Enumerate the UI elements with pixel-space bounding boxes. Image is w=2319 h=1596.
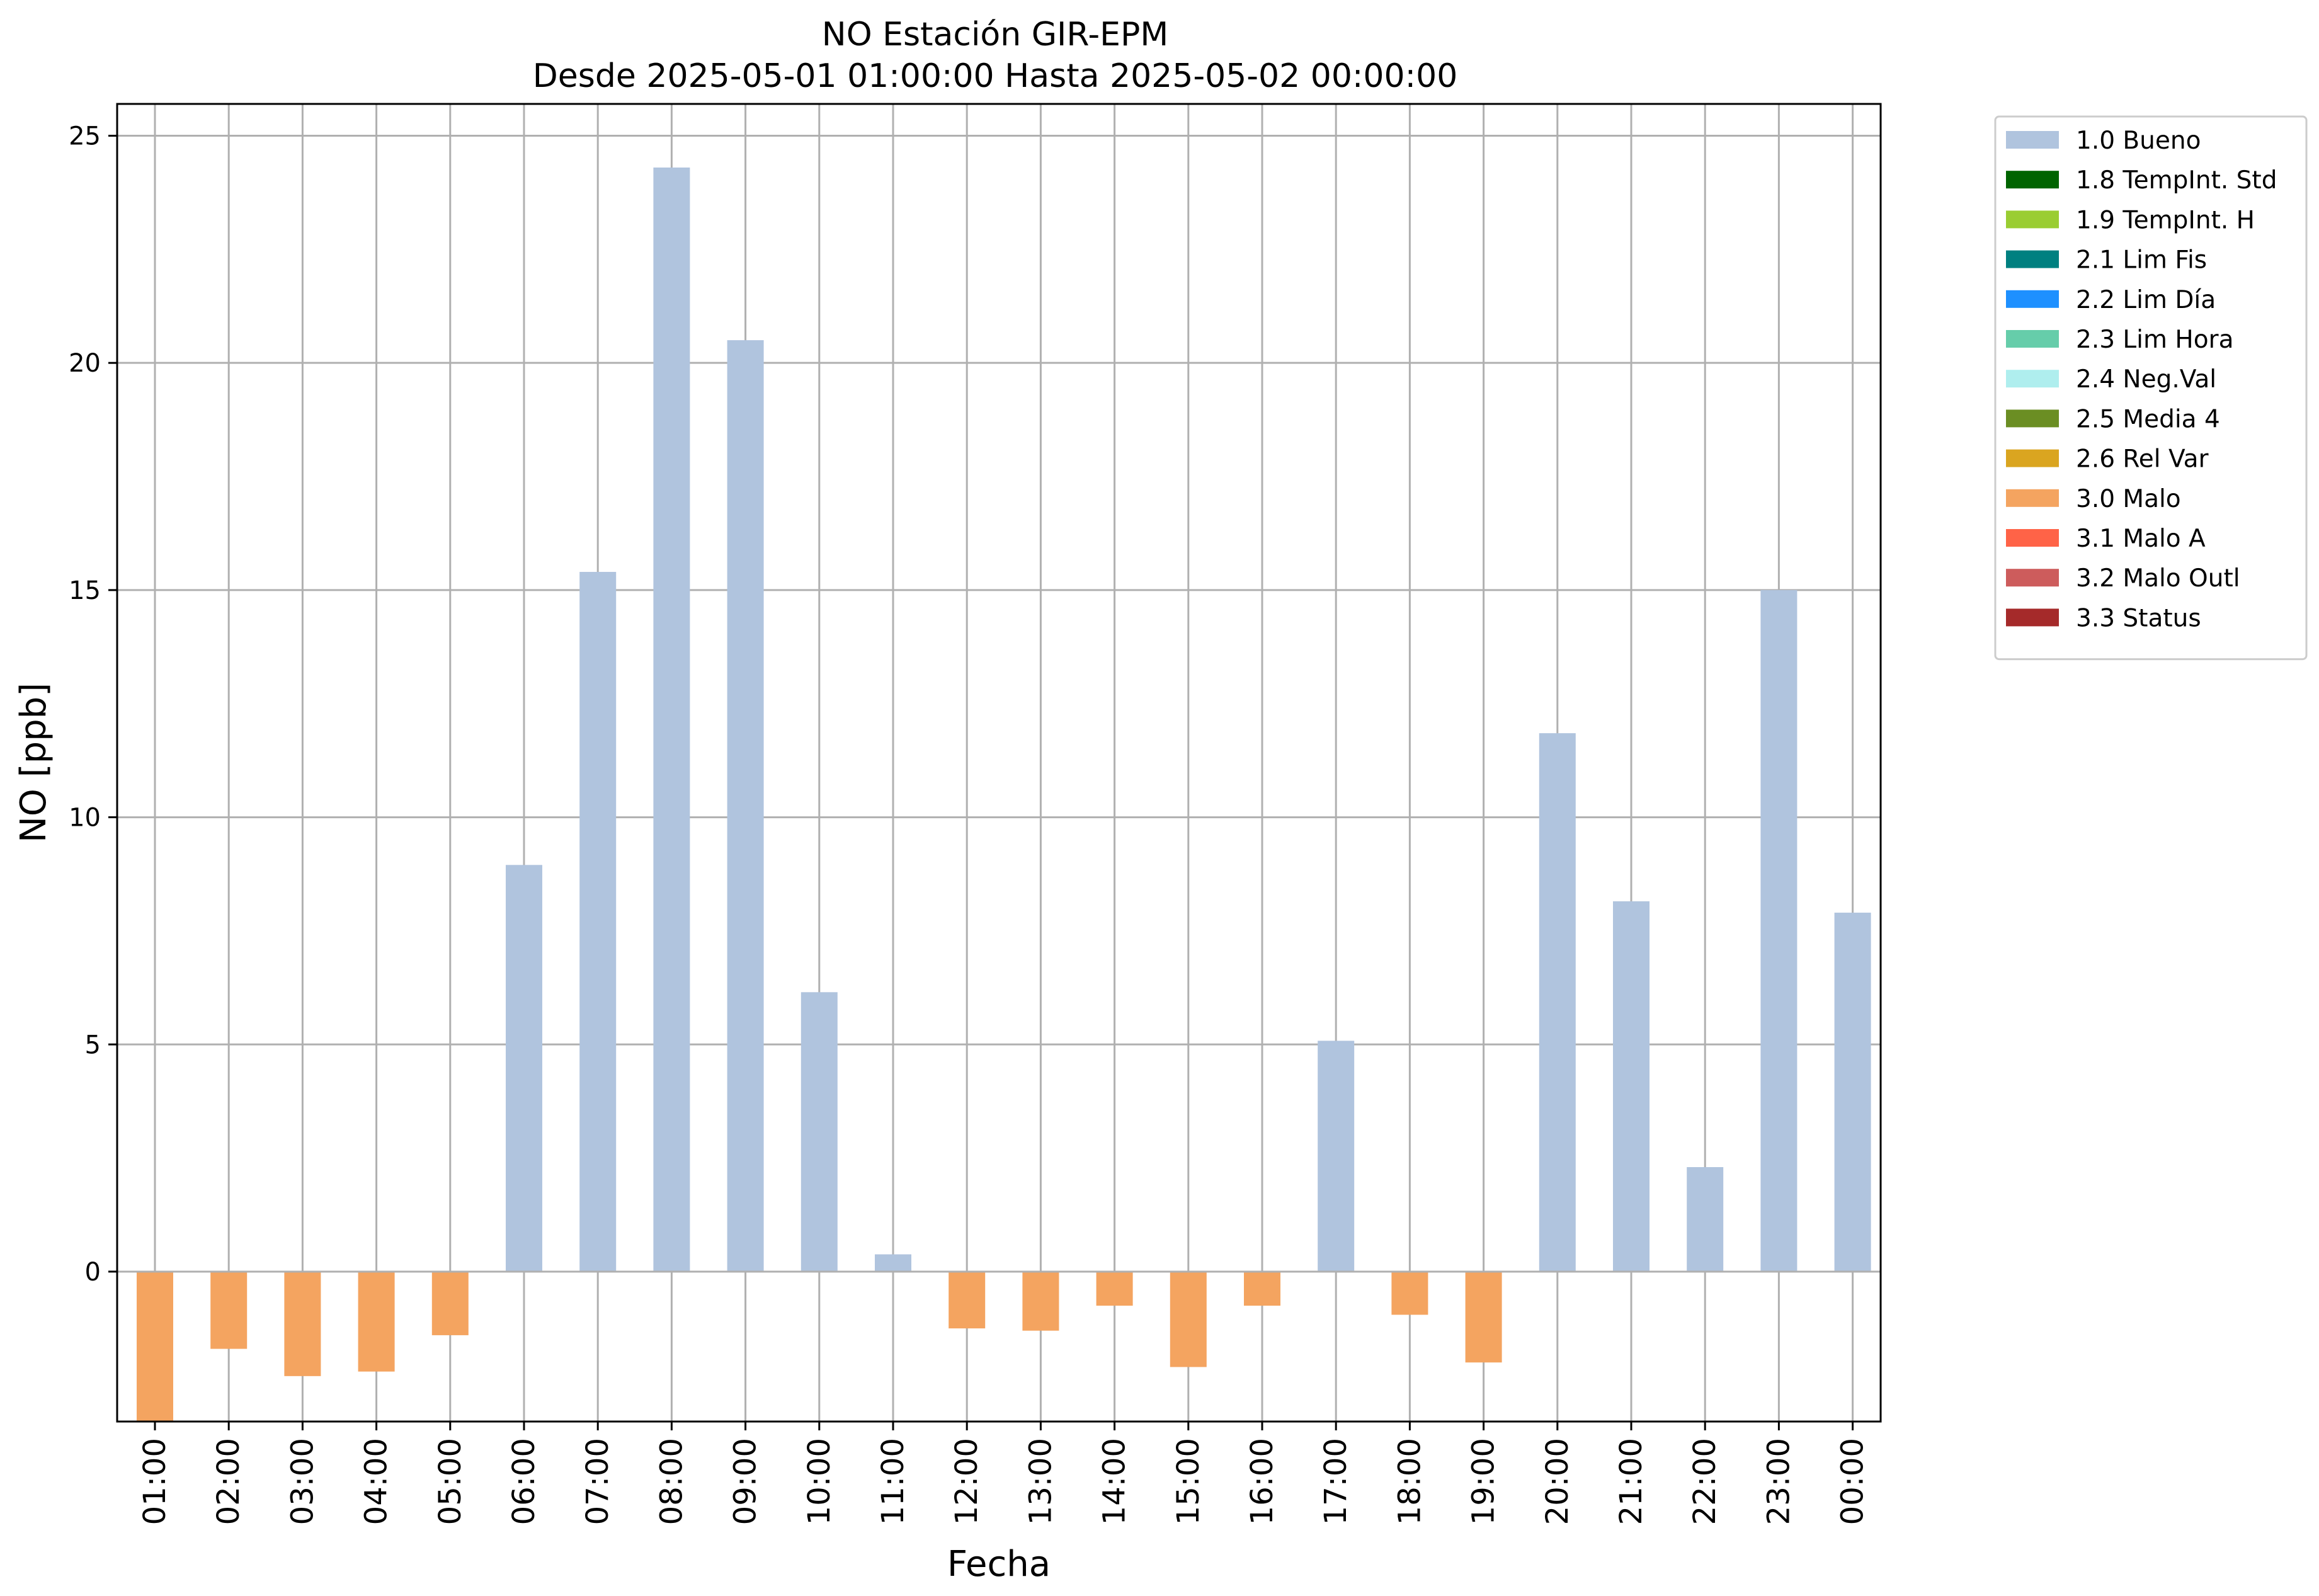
legend-swatch	[2006, 529, 2059, 547]
x-tick-label: 13:00	[1023, 1438, 1058, 1525]
bar-0800	[653, 167, 690, 1272]
chart-title: NO Estación GIR-EPM	[822, 16, 1168, 54]
bar-1200	[949, 1271, 986, 1329]
y-tick-label: 10	[69, 804, 101, 833]
x-tick-label: 12:00	[949, 1438, 984, 1525]
x-tick-label: 14:00	[1097, 1438, 1132, 1525]
legend-label: 3.3 Status	[2076, 604, 2201, 632]
bar-1100	[875, 1254, 911, 1272]
x-tick-label: 20:00	[1540, 1438, 1575, 1525]
legend-label: 2.3 Lim Hora	[2076, 326, 2234, 354]
x-tick-label: 08:00	[654, 1438, 689, 1525]
legend-swatch	[2006, 409, 2059, 428]
bar-1300	[1022, 1271, 1059, 1331]
x-tick-label: 21:00	[1614, 1438, 1649, 1525]
bar-1600	[1244, 1271, 1280, 1306]
legend-label: 1.0 Bueno	[2076, 127, 2201, 155]
bar-0200	[210, 1271, 248, 1349]
legend-label: 2.1 Lim Fis	[2076, 246, 2207, 275]
legend-swatch	[2006, 210, 2059, 229]
legend-box	[1994, 115, 2308, 661]
bar-1900	[1465, 1271, 1502, 1363]
bar-0500	[431, 1271, 469, 1335]
legend-swatch	[2006, 608, 2059, 627]
plot-frame	[116, 103, 1882, 1423]
legend-label: 2.2 Lim Día	[2076, 286, 2216, 314]
y-tick-label: 0	[85, 1258, 101, 1287]
y-axis-ticks: 0 5 10 15 20 25	[69, 122, 117, 1287]
x-tick-label: 00:00	[1835, 1438, 1871, 1525]
legend-label: 2.5 Media 4	[2076, 405, 2220, 433]
legend-label: 2.6 Rel Var	[2076, 445, 2209, 474]
bar-0900	[727, 340, 764, 1272]
legend-label: 3.2 Malo Outl	[2076, 564, 2240, 593]
bar-0400	[358, 1271, 395, 1372]
bar-0700	[579, 572, 617, 1272]
x-tick-label: 17:00	[1318, 1438, 1353, 1525]
legend-swatch	[2006, 131, 2059, 149]
bar-1800	[1391, 1271, 1428, 1315]
x-tick-label: 06:00	[506, 1438, 542, 1525]
bar-2300	[1760, 590, 1798, 1272]
bar-0600	[506, 865, 542, 1272]
y-tick-label: 15	[69, 576, 101, 605]
y-tick-label: 20	[69, 349, 101, 378]
legend-swatch	[2006, 330, 2059, 348]
chart-subtitle: Desde 2025-05-01 01:00:00 Hasta 2025-05-…	[533, 57, 1458, 95]
x-axis-ticks: 01:00 02:00 03:00 04:00 05:00 06:00 07:00 08:00…	[137, 1422, 1871, 1525]
bar-2200	[1687, 1167, 1724, 1272]
legend-label: 1.9 TempInt. H	[2076, 206, 2255, 234]
x-tick-label: 19:00	[1466, 1438, 1501, 1525]
bar-0300	[284, 1271, 321, 1376]
legend-swatch	[2006, 370, 2059, 388]
y-tick-label: 25	[69, 122, 101, 151]
bar-0100	[137, 1271, 173, 1422]
x-tick-label: 10:00	[802, 1438, 837, 1525]
legend: 1.0 Bueno 1.8 TempInt. Std 1.9 TempInt. H 2…	[1994, 115, 2308, 661]
x-axis-label: Fecha	[947, 1544, 1051, 1585]
bar-0000	[1834, 913, 1871, 1272]
x-tick-label: 04:00	[359, 1438, 394, 1525]
bar-2100	[1613, 901, 1650, 1272]
x-tick-label: 01:00	[137, 1438, 173, 1525]
legend-swatch	[2006, 449, 2059, 467]
legend-label: 1.8 TempInt. Std	[2076, 166, 2277, 195]
x-tick-label: 02:00	[211, 1438, 246, 1525]
legend-label: 2.4 Neg.Val	[2076, 365, 2216, 394]
bar-2000	[1539, 733, 1576, 1272]
legend-swatch	[2006, 290, 2059, 308]
x-tick-label: 11:00	[875, 1438, 911, 1525]
x-tick-label: 07:00	[580, 1438, 615, 1525]
bar-1400	[1096, 1271, 1133, 1306]
x-tick-label: 16:00	[1245, 1438, 1280, 1525]
y-axis-label: NO [ppb]	[13, 683, 54, 843]
legend-swatch	[2006, 250, 2059, 268]
legend-swatch	[2006, 569, 2059, 587]
x-tick-label: 05:00	[433, 1438, 468, 1525]
bar-1700	[1318, 1040, 1355, 1272]
bar-1500	[1170, 1271, 1207, 1367]
legend-label: 3.0 Malo	[2076, 485, 2181, 513]
x-tick-label: 15:00	[1171, 1438, 1206, 1525]
legend-swatch	[2006, 489, 2059, 507]
x-tick-label: 22:00	[1687, 1438, 1723, 1525]
x-tick-label: 03:00	[285, 1438, 320, 1525]
bars	[137, 167, 1871, 1422]
bar-1000	[801, 992, 838, 1272]
y-tick-label: 5	[85, 1030, 101, 1059]
legend-swatch	[2006, 171, 2059, 189]
legend-label: 3.1 Malo A	[2076, 525, 2206, 553]
x-tick-label: 23:00	[1761, 1438, 1796, 1525]
x-tick-label: 09:00	[728, 1438, 763, 1525]
x-tick-label: 18:00	[1392, 1438, 1427, 1525]
